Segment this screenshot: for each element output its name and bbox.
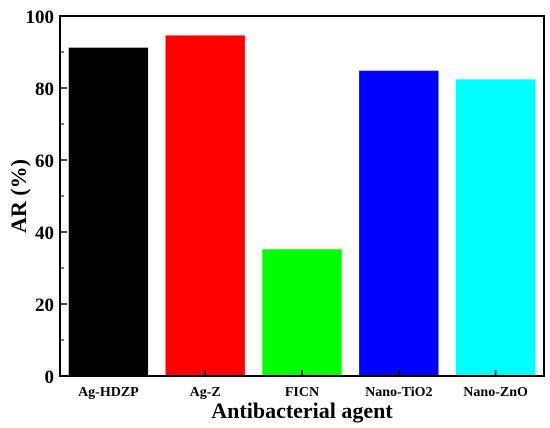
y-tick-label: 60 — [35, 151, 54, 172]
y-axis-title: AR (%) — [6, 159, 31, 233]
x-tick-label: Ag-HDZP — [78, 385, 139, 400]
bar-ag-hdzp — [68, 47, 149, 377]
bar-nano-zno — [455, 79, 536, 377]
bars — [68, 35, 536, 377]
bar-ag-z — [165, 35, 245, 376]
y-tick-label: 40 — [35, 223, 54, 244]
bar-nano-tio2 — [359, 70, 439, 376]
y-tick-label: 80 — [35, 79, 54, 100]
x-tick-label: Nano-ZnO — [463, 385, 528, 400]
y-tick-label: 0 — [45, 367, 55, 388]
y-tick-label: 20 — [35, 295, 54, 316]
x-axis-tick-labels: Ag-HDZP Ag-Z FICN Nano-TiO2 Nano-ZnO — [78, 370, 528, 400]
x-tick-label: FICN — [285, 385, 319, 400]
x-axis-title: Antibacterial agent — [211, 398, 393, 423]
bar-ficn — [262, 249, 342, 376]
y-tick-label: 100 — [26, 7, 55, 28]
y-axis-ticks: 0 20 40 60 80 100 — [26, 7, 67, 388]
x-tick-label: Nano-TiO2 — [365, 385, 432, 400]
x-tick-label: Ag-Z — [190, 385, 221, 400]
